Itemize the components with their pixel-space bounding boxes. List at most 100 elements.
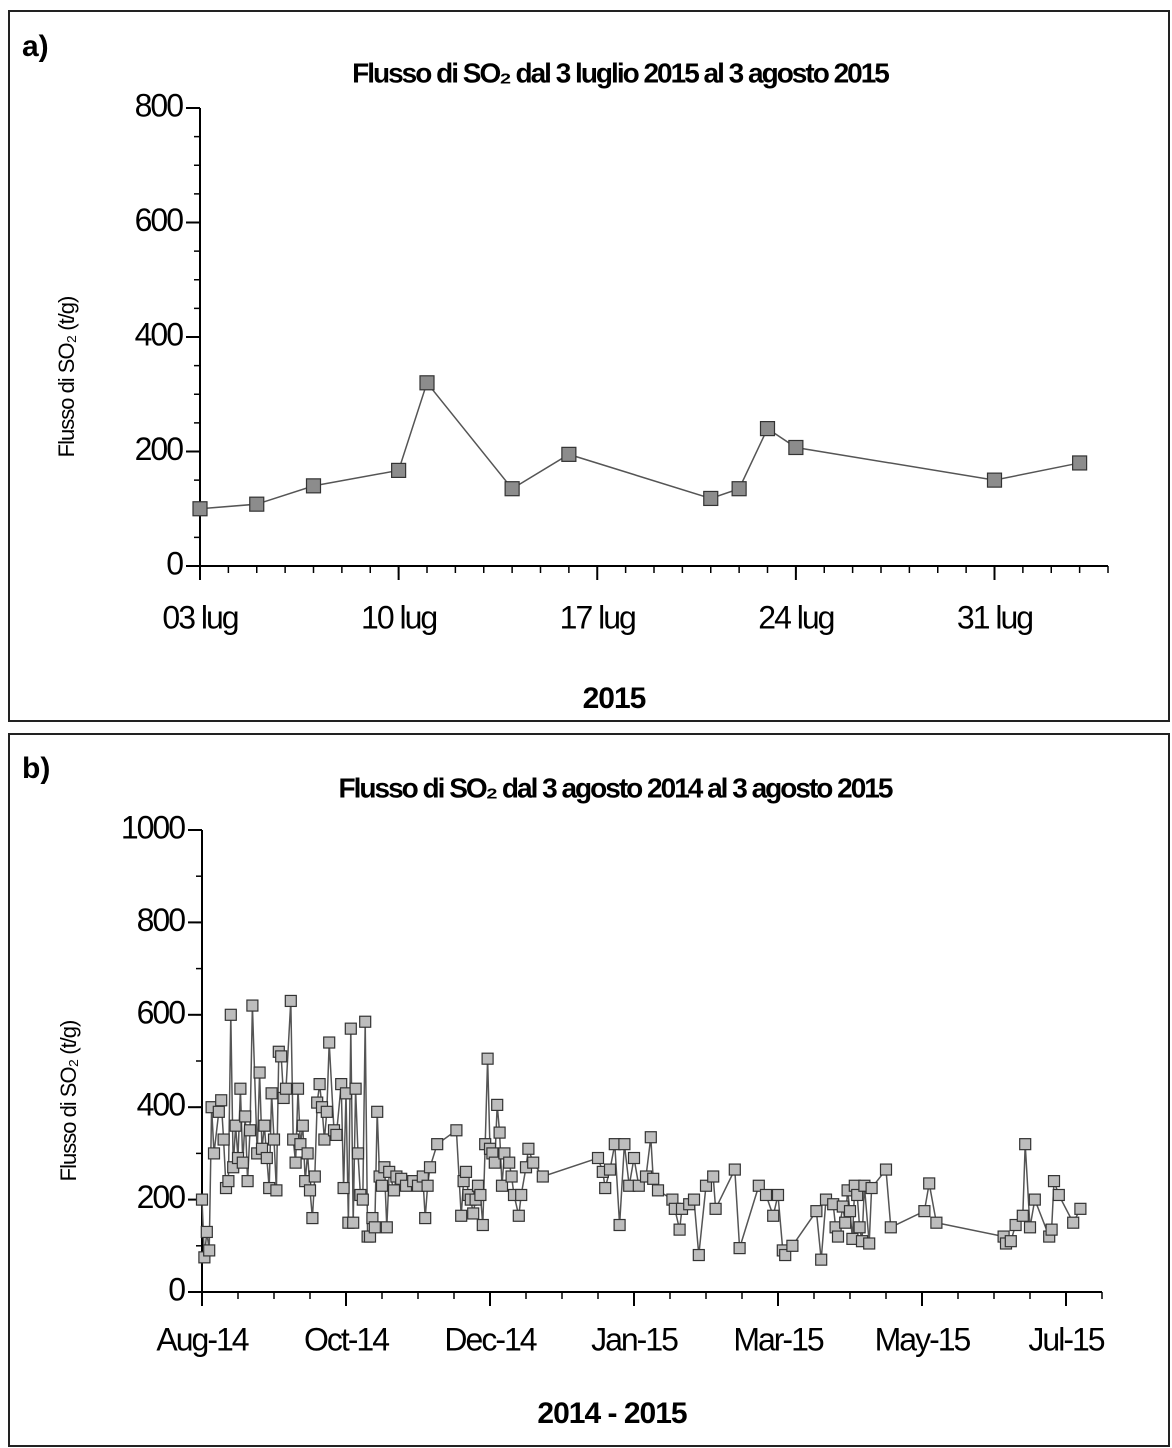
data-point	[879, 1163, 893, 1176]
data-point	[203, 1244, 216, 1257]
data-point	[1047, 1175, 1061, 1188]
data-point	[239, 1110, 252, 1123]
data-point	[1023, 1221, 1037, 1234]
data-point	[1072, 455, 1088, 471]
x-tick-label: Jan-15	[591, 1321, 678, 1357]
data-point	[459, 1165, 473, 1178]
data-point	[308, 1170, 321, 1183]
data-point	[351, 1147, 365, 1160]
data-point	[301, 1147, 314, 1160]
data-point	[536, 1170, 549, 1183]
chart-title: Flusso di SO₂ dal 3 agosto 2014 al 3 ago…	[339, 772, 893, 803]
data-point	[733, 1242, 746, 1255]
y-tick-label: 0	[166, 545, 183, 581]
data-point	[450, 1124, 463, 1137]
x-axis-label: 2015	[583, 682, 646, 715]
data-point	[224, 1008, 237, 1021]
data-point	[632, 1179, 645, 1192]
data-point	[289, 1156, 302, 1169]
data-point	[651, 1184, 665, 1197]
data-point	[222, 1175, 235, 1188]
data-point	[349, 1082, 362, 1095]
data-point	[505, 1170, 518, 1183]
data-point	[1028, 1193, 1041, 1206]
data-point	[419, 375, 435, 391]
data-point	[387, 1184, 401, 1197]
data-point	[455, 1209, 468, 1222]
data-point	[265, 1087, 278, 1100]
data-point	[284, 994, 297, 1008]
data-point	[229, 1119, 242, 1132]
data-point	[512, 1209, 525, 1222]
y-axis-label: Flusso di SO₂ (t/g)	[56, 1021, 81, 1182]
data-point	[1045, 1223, 1058, 1236]
data-point	[380, 1221, 393, 1234]
data-point	[241, 1175, 254, 1188]
data-point	[618, 1138, 631, 1151]
data-point	[1067, 1216, 1080, 1229]
data-point	[810, 1205, 823, 1218]
data-point	[258, 1119, 271, 1132]
data-point	[391, 462, 407, 478]
data-point	[234, 1082, 247, 1095]
data-point	[1052, 1188, 1065, 1202]
data-point	[195, 1193, 209, 1206]
data-point	[703, 490, 719, 507]
data-point	[371, 1105, 384, 1118]
x-tick-label: Dec-14	[444, 1321, 536, 1357]
data-point	[865, 1181, 878, 1195]
data-point	[986, 472, 1003, 488]
data-point	[431, 1138, 444, 1151]
data-point	[279, 1082, 293, 1095]
data-point	[493, 1126, 506, 1139]
data-point	[243, 1124, 257, 1137]
y-tick-label: 200	[135, 431, 184, 467]
data-point	[788, 439, 804, 456]
data-point	[246, 999, 259, 1012]
y-tick-label: 600	[135, 202, 184, 238]
data-point	[1019, 1138, 1032, 1151]
data-point	[752, 1179, 765, 1192]
data-point	[306, 1211, 319, 1225]
data-point	[474, 1188, 487, 1202]
x-tick-label: Oct-14	[304, 1321, 389, 1357]
data-point	[419, 1211, 432, 1225]
data-point	[863, 1237, 876, 1250]
data-point	[731, 481, 747, 497]
panel-frame	[8, 10, 1170, 722]
data-point	[815, 1253, 828, 1266]
data-point	[270, 1184, 283, 1197]
data-point	[294, 1138, 307, 1151]
x-tick-label: Jul-15	[1028, 1321, 1104, 1357]
data-point	[759, 1188, 773, 1202]
data-point	[1009, 1218, 1022, 1232]
chart-title: Flusso di SO₂ dal 3 luglio 2015 al 3 ago…	[352, 57, 889, 88]
data-point	[728, 1163, 741, 1176]
data-point	[375, 1179, 389, 1192]
data-point	[344, 1022, 357, 1035]
data-point	[843, 1205, 857, 1218]
x-tick-label: 10 lug	[361, 599, 436, 635]
data-point	[930, 1216, 943, 1229]
data-point	[918, 1205, 931, 1218]
data-point	[627, 1151, 641, 1165]
data-point	[212, 1105, 225, 1118]
data-point	[423, 1161, 437, 1174]
data-point	[673, 1223, 686, 1236]
data-point	[320, 1105, 333, 1118]
y-tick-label: 800	[137, 902, 186, 938]
y-tick-label: 600	[137, 994, 186, 1030]
data-point	[347, 1216, 360, 1229]
data-point	[260, 1151, 273, 1165]
data-point	[647, 1172, 660, 1185]
data-point	[249, 496, 265, 512]
data-point	[359, 1015, 372, 1028]
data-point	[267, 1133, 281, 1146]
data-point	[884, 1221, 897, 1234]
data-point	[491, 1098, 504, 1111]
data-point	[1016, 1209, 1029, 1222]
data-point	[467, 1207, 480, 1220]
x-tick-label: 31 lug	[957, 599, 1032, 635]
data-point	[368, 1221, 381, 1234]
